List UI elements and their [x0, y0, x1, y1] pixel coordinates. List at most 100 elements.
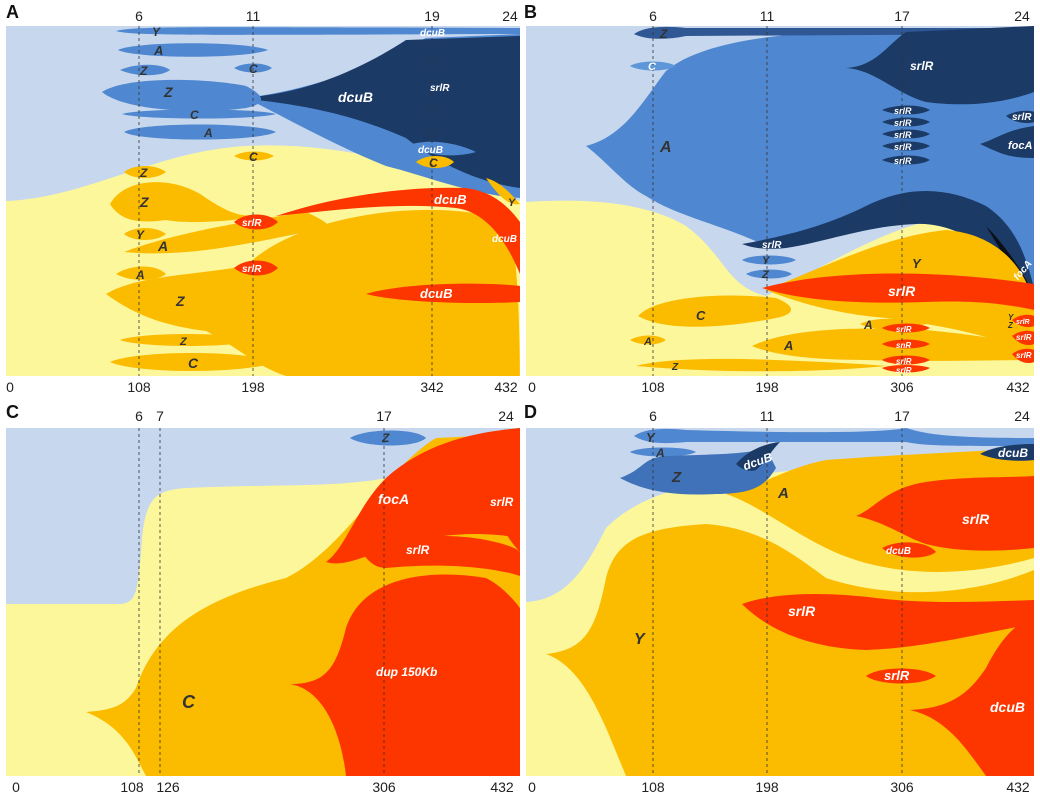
label: srlR [1016, 319, 1030, 326]
bottom-tick: 108 [127, 379, 151, 395]
panel-d: D 6 11 17 24 Y A dcuB dcuB Z A srlR dcuB… [520, 400, 1040, 800]
panel-letter: B [524, 2, 537, 22]
label: dup 150Kb [376, 665, 437, 679]
label: dcuB [434, 192, 467, 207]
label: dcuB [990, 699, 1025, 715]
label: srlR [894, 156, 912, 166]
area-z4 [110, 182, 266, 223]
label: Z [139, 64, 148, 78]
panel-b: B 6 11 17 24 [520, 0, 1040, 400]
top-tick: 24 [1014, 408, 1030, 424]
panel-letter: C [6, 402, 19, 422]
streak-z-orange [636, 358, 886, 372]
area-z5-big [106, 209, 520, 376]
streak-srlr-s3 [882, 129, 930, 139]
streak-srlr-s2 [882, 117, 930, 127]
top-tick: 6 [649, 8, 657, 24]
label: Y [634, 631, 646, 648]
area-y-big [546, 524, 1034, 776]
panel-letter: D [524, 402, 537, 422]
bottom-tick: 432 [1006, 379, 1030, 395]
label: dcuB [338, 89, 373, 105]
label: srlR [1012, 112, 1032, 123]
streak-srlr-s5 [882, 155, 930, 165]
top-tick: 11 [245, 8, 261, 24]
bottom-tick: 0 [528, 779, 536, 795]
bottom-tick: 126 [156, 779, 180, 795]
label: C [249, 62, 258, 76]
bottom-tick: 198 [755, 379, 779, 395]
top-tick: 17 [894, 8, 910, 24]
bottom-tick: 0 [528, 379, 536, 395]
streak-y-blue [634, 428, 1034, 446]
top-tick: 11 [759, 408, 775, 424]
label: A [659, 139, 672, 156]
label: C [429, 156, 438, 170]
bottom-tick: 306 [890, 379, 914, 395]
top-tick: 24 [498, 408, 514, 424]
label: focA [1008, 140, 1033, 152]
label: srlR [406, 543, 430, 557]
label: A [203, 126, 213, 140]
label: Y [152, 26, 161, 39]
label: srlR [1016, 333, 1032, 342]
top-tick: 6 [135, 408, 143, 424]
streak-z [120, 64, 170, 76]
label: srlR [896, 366, 912, 375]
label: C [648, 61, 657, 73]
label: srlR [894, 142, 912, 152]
streak-srlr2 [234, 260, 278, 276]
area-foca-red [326, 428, 520, 564]
label: srlR [242, 264, 262, 275]
label: srlR [884, 668, 910, 683]
label: Z [139, 194, 149, 210]
label: Y [508, 197, 517, 209]
label: Y [646, 430, 656, 445]
streak-c-blue [630, 61, 676, 71]
label: Z [659, 27, 668, 41]
label: snR [896, 341, 911, 350]
streak-srlr-r3 [882, 365, 930, 373]
label: srlR [894, 130, 912, 140]
label: srlR [894, 118, 912, 128]
label: srlR [762, 240, 782, 251]
label: dcuB [420, 286, 453, 301]
area-c-orange [638, 295, 791, 327]
label: srlR [888, 283, 916, 299]
label: srlR [788, 603, 816, 619]
label: Z [671, 469, 682, 486]
top-tick: 19 [424, 8, 440, 24]
bottom-tick: 0 [12, 779, 20, 795]
label: A [157, 238, 168, 254]
label: A [777, 485, 789, 502]
label: Z [761, 269, 770, 281]
streak-dcub2-dark [980, 444, 1034, 461]
label: C [190, 108, 199, 122]
label: A [783, 338, 793, 353]
label: srlR [896, 325, 912, 334]
label: Y [1008, 313, 1014, 322]
streak-srlr3 [866, 668, 936, 684]
bottom-tick: 108 [641, 779, 665, 795]
streak-y2 [124, 228, 166, 240]
area-dup-red [290, 574, 520, 776]
streak-a-blue [630, 447, 696, 457]
top-tick: 17 [894, 408, 910, 424]
area-srlr-right [476, 464, 520, 552]
panel-c: C 6 7 17 24 Z focA srlR srlR dup 150Kb C… [0, 400, 520, 800]
label: A [863, 318, 873, 332]
streak-dcub-small [406, 141, 476, 156]
streak-srlr-right [1006, 110, 1034, 124]
bottom-tick: 0 [6, 379, 14, 395]
label: srlR [894, 106, 912, 116]
bottom-tick: 108 [120, 779, 144, 795]
bottom-tick: 306 [890, 779, 914, 795]
area-dcub4-red [910, 618, 1034, 776]
top-tick: 11 [759, 8, 775, 24]
label: srlR [242, 218, 262, 229]
top-tick: 7 [156, 408, 164, 424]
streak-z3 [124, 166, 166, 178]
streak-dcub3 [882, 542, 936, 558]
label: dcuB [886, 546, 911, 557]
label: A [643, 336, 652, 348]
